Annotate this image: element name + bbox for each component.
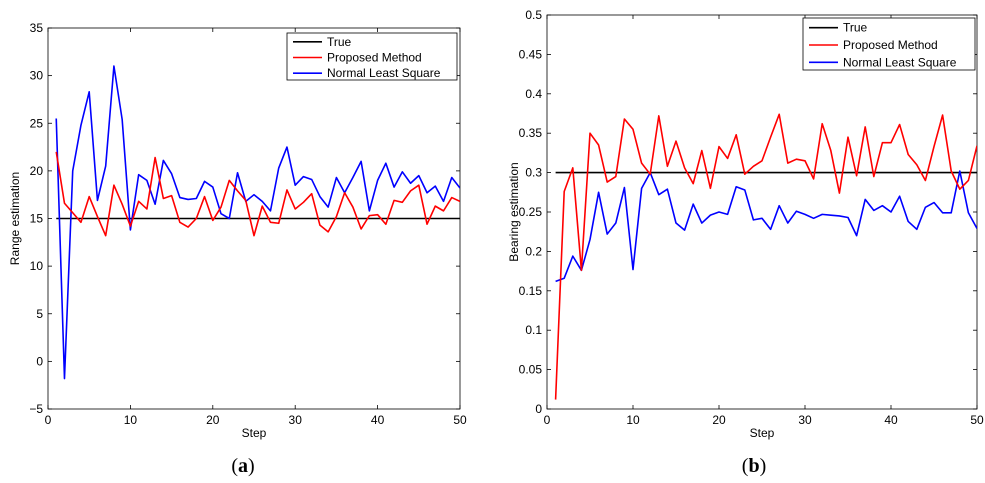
y-tick-label: 0.5 (525, 8, 542, 22)
x-tick-label: 0 (544, 413, 551, 427)
caption-letter: a (238, 455, 248, 477)
x-axis-label: Step (242, 426, 267, 440)
caption-letter: b (748, 455, 759, 477)
x-tick-label: 10 (124, 413, 138, 427)
y-tick-label: 0.35 (519, 126, 543, 140)
proposed-method-line (55, 151, 460, 237)
range-estimation-panel: 0 10 20 30 40 50 −5 0 5 10 15 20 25 30 35 Step Range est… (0, 0, 490, 483)
legend-true-label: True (843, 21, 868, 35)
y-tick-label: 0.3 (525, 166, 542, 180)
y-tick-label: 0.45 (519, 47, 543, 61)
y-tick-label: 5 (36, 307, 43, 321)
caption-open: ( (742, 455, 749, 477)
legend: True Proposed Method Normal Least Square (802, 17, 976, 71)
series-group (554, 113, 977, 400)
x-tick-label: 20 (206, 413, 220, 427)
legend-true-label: True (327, 35, 352, 49)
y-axis-label: Bearing estimation (507, 162, 521, 261)
proposed-method-line (554, 113, 977, 400)
y-tick-label: −5 (29, 402, 43, 416)
y-tick-label: 35 (30, 21, 44, 35)
y-tick-label: 0 (535, 402, 542, 416)
normal-least-square-line (555, 170, 977, 283)
legend-box (286, 32, 458, 81)
x-tick-label: 40 (884, 413, 898, 427)
x-tick-label: 20 (712, 413, 726, 427)
x-tick-label: 30 (289, 413, 303, 427)
y-axis-label: Range estimation (8, 172, 22, 265)
panel-caption: (b) (742, 455, 766, 477)
x-tick-label: 0 (45, 413, 52, 427)
y-tick-label: 0 (36, 354, 43, 368)
x-tick-label: 50 (453, 413, 467, 427)
y-tick-label: 0.2 (525, 244, 542, 258)
y-tick-label: 0.25 (519, 205, 543, 219)
caption-close: ) (248, 455, 255, 477)
y-tick-label: 30 (30, 69, 44, 83)
x-tick-label: 30 (798, 413, 812, 427)
y-tick-label: 25 (30, 116, 44, 130)
y-tick-label: 10 (30, 259, 44, 273)
legend-proposed-method-label: Proposed Method (327, 51, 422, 65)
y-tick-label: 0.05 (519, 363, 543, 377)
caption-close: ) (760, 455, 767, 477)
x-tick-label: 40 (371, 413, 385, 427)
bearing-estimation-chart: 0 10 20 30 40 50 0 0.05 0.1 0.15 0.2 0.25 0.3 0.35 0.4… (507, 8, 984, 477)
y-tick-label: 0.15 (519, 284, 543, 298)
series-group (55, 65, 460, 380)
normal-least-square-line (55, 65, 460, 380)
bearing-estimation-panel: 0 10 20 30 40 50 0 0.05 0.1 0.15 0.2 0.25 0.3 0.35 0.4… (492, 0, 985, 483)
x-tick-label: 50 (970, 413, 984, 427)
panel-caption: (a) (231, 455, 254, 477)
y-tick-label: 15 (30, 212, 44, 226)
y-tick-label: 0.1 (525, 323, 542, 337)
caption-open: ( (231, 455, 238, 477)
legend-normal-least-square-label: Normal Least Square (327, 66, 441, 80)
x-tick-label: 10 (626, 413, 640, 427)
legend-normal-least-square-label: Normal Least Square (843, 55, 957, 69)
plot-area-frame (546, 14, 978, 410)
legend-proposed-method-label: Proposed Method (843, 38, 938, 52)
y-tick-label: 20 (30, 164, 44, 178)
x-axis-label: Step (750, 426, 775, 440)
y-tick-label: 0.4 (525, 87, 542, 101)
legend-box (802, 17, 976, 71)
